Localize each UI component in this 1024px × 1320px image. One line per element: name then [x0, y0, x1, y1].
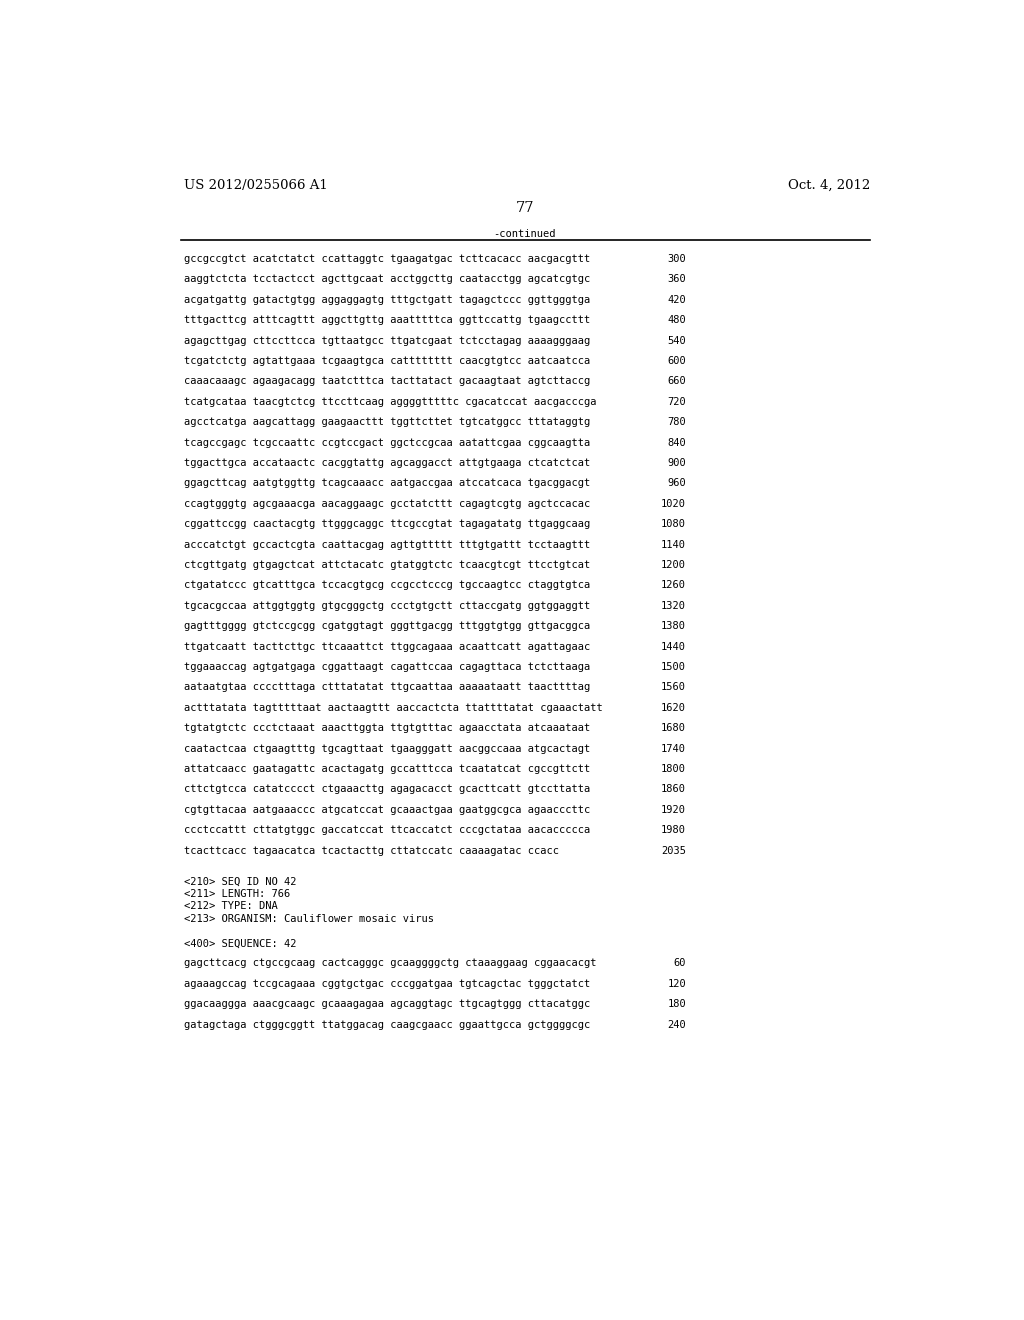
Text: 1200: 1200	[662, 560, 686, 570]
Text: 600: 600	[668, 356, 686, 366]
Text: US 2012/0255066 A1: US 2012/0255066 A1	[183, 180, 328, 193]
Text: 1380: 1380	[662, 622, 686, 631]
Text: 1980: 1980	[662, 825, 686, 836]
Text: <211> LENGTH: 766: <211> LENGTH: 766	[183, 890, 290, 899]
Text: 1500: 1500	[662, 663, 686, 672]
Text: 240: 240	[668, 1019, 686, 1030]
Text: 1440: 1440	[662, 642, 686, 652]
Text: ccagtgggtg agcgaaacga aacaggaagc gcctatcttt cagagtcgtg agctccacac: ccagtgggtg agcgaaacga aacaggaagc gcctatc…	[183, 499, 590, 508]
Text: 420: 420	[668, 294, 686, 305]
Text: ggagcttcag aatgtggttg tcagcaaacc aatgaccgaa atccatcaca tgacggacgt: ggagcttcag aatgtggttg tcagcaaacc aatgacc…	[183, 478, 590, 488]
Text: ttgatcaatt tacttcttgc ttcaaattct ttggcagaaa acaattcatt agattagaac: ttgatcaatt tacttcttgc ttcaaattct ttggcag…	[183, 642, 590, 652]
Text: -continued: -continued	[494, 230, 556, 239]
Text: <213> ORGANISM: Cauliflower mosaic virus: <213> ORGANISM: Cauliflower mosaic virus	[183, 913, 434, 924]
Text: caaacaaagc agaagacagg taatctttca tacttatact gacaagtaat agtcttaccg: caaacaaagc agaagacagg taatctttca tacttat…	[183, 376, 590, 387]
Text: tcagccgagc tcgccaattc ccgtccgact ggctccgcaa aatattcgaa cggcaagtta: tcagccgagc tcgccaattc ccgtccgact ggctccg…	[183, 437, 590, 447]
Text: <212> TYPE: DNA: <212> TYPE: DNA	[183, 902, 278, 911]
Text: ccctccattt cttatgtggc gaccatccat ttcaccatct cccgctataa aacaccccca: ccctccattt cttatgtggc gaccatccat ttcacca…	[183, 825, 590, 836]
Text: ctcgttgatg gtgagctcat attctacatc gtatggtctc tcaacgtcgt ttcctgtcat: ctcgttgatg gtgagctcat attctacatc gtatggt…	[183, 560, 590, 570]
Text: 720: 720	[668, 397, 686, 407]
Text: 1800: 1800	[662, 764, 686, 774]
Text: aaggtctcta tcctactcct agcttgcaat acctggcttg caatacctgg agcatcgtgc: aaggtctcta tcctactcct agcttgcaat acctggc…	[183, 275, 590, 284]
Text: 780: 780	[668, 417, 686, 428]
Text: 1140: 1140	[662, 540, 686, 549]
Text: 1620: 1620	[662, 702, 686, 713]
Text: cgtgttacaa aatgaaaccc atgcatccat gcaaactgaa gaatggcgca agaacccttc: cgtgttacaa aatgaaaccc atgcatccat gcaaact…	[183, 805, 590, 814]
Text: 300: 300	[668, 253, 686, 264]
Text: gccgccgtct acatctatct ccattaggtc tgaagatgac tcttcacacc aacgacgttt: gccgccgtct acatctatct ccattaggtc tgaagat…	[183, 253, 590, 264]
Text: 360: 360	[668, 275, 686, 284]
Text: 1260: 1260	[662, 581, 686, 590]
Text: gagcttcacg ctgccgcaag cactcagggc gcaaggggctg ctaaaggaag cggaacacgt: gagcttcacg ctgccgcaag cactcagggc gcaaggg…	[183, 958, 596, 969]
Text: ggacaaggga aaacgcaagc gcaaagagaa agcaggtagc ttgcagtggg cttacatggc: ggacaaggga aaacgcaagc gcaaagagaa agcaggt…	[183, 999, 590, 1010]
Text: gagtttgggg gtctccgcgg cgatggtagt gggttgacgg tttggtgtgg gttgacggca: gagtttgggg gtctccgcgg cgatggtagt gggttga…	[183, 622, 590, 631]
Text: attatcaacc gaatagattc acactagatg gccatttcca tcaatatcat cgccgttctt: attatcaacc gaatagattc acactagatg gccattt…	[183, 764, 590, 774]
Text: cggattccgg caactacgtg ttgggcaggc ttcgccgtat tagagatatg ttgaggcaag: cggattccgg caactacgtg ttgggcaggc ttcgccg…	[183, 519, 590, 529]
Text: 1560: 1560	[662, 682, 686, 693]
Text: <400> SEQUENCE: 42: <400> SEQUENCE: 42	[183, 939, 296, 948]
Text: cttctgtcca catatcccct ctgaaacttg agagacacct gcacttcatt gtccttatta: cttctgtcca catatcccct ctgaaacttg agagaca…	[183, 784, 590, 795]
Text: tttgacttcg atttcagttt aggcttgttg aaatttttca ggttccattg tgaagccttt: tttgacttcg atttcagttt aggcttgttg aaatttt…	[183, 315, 590, 325]
Text: caatactcaa ctgaagtttg tgcagttaat tgaagggatt aacggccaaa atgcactagt: caatactcaa ctgaagtttg tgcagttaat tgaaggg…	[183, 743, 590, 754]
Text: ctgatatccc gtcatttgca tccacgtgcg ccgcctcccg tgccaagtcc ctaggtgtca: ctgatatccc gtcatttgca tccacgtgcg ccgcctc…	[183, 581, 590, 590]
Text: 900: 900	[668, 458, 686, 467]
Text: 840: 840	[668, 437, 686, 447]
Text: 77: 77	[515, 201, 535, 215]
Text: tgtatgtctc ccctctaaat aaacttggta ttgtgtttac agaacctata atcaaataat: tgtatgtctc ccctctaaat aaacttggta ttgtgtt…	[183, 723, 590, 733]
Text: Oct. 4, 2012: Oct. 4, 2012	[788, 180, 870, 193]
Text: tggaaaccag agtgatgaga cggattaagt cagattccaa cagagttaca tctcttaaga: tggaaaccag agtgatgaga cggattaagt cagattc…	[183, 663, 590, 672]
Text: tcacttcacc tagaacatca tcactacttg cttatccatc caaaagatac ccacc: tcacttcacc tagaacatca tcactacttg cttatcc…	[183, 846, 559, 855]
Text: <210> SEQ ID NO 42: <210> SEQ ID NO 42	[183, 876, 296, 887]
Text: 660: 660	[668, 376, 686, 387]
Text: 120: 120	[668, 979, 686, 989]
Text: 1320: 1320	[662, 601, 686, 611]
Text: 1680: 1680	[662, 723, 686, 733]
Text: 1740: 1740	[662, 743, 686, 754]
Text: aataatgtaa cccctttaga ctttatatat ttgcaattaa aaaaataatt taacttttag: aataatgtaa cccctttaga ctttatatat ttgcaat…	[183, 682, 590, 693]
Text: agcctcatga aagcattagg gaagaacttt tggttcttet tgtcatggcc tttataggtg: agcctcatga aagcattagg gaagaacttt tggttct…	[183, 417, 590, 428]
Text: 1080: 1080	[662, 519, 686, 529]
Text: 960: 960	[668, 478, 686, 488]
Text: actttatata tagtttttaat aactaagttt aaccactcta ttattttatat cgaaactatt: actttatata tagtttttaat aactaagttt aaccac…	[183, 702, 602, 713]
Text: 60: 60	[674, 958, 686, 969]
Text: 2035: 2035	[662, 846, 686, 855]
Text: 180: 180	[668, 999, 686, 1010]
Text: 540: 540	[668, 335, 686, 346]
Text: tcatgcataa taacgtctcg ttccttcaag aggggtttttc cgacatccat aacgacccga: tcatgcataa taacgtctcg ttccttcaag aggggtt…	[183, 397, 596, 407]
Text: tgcacgccaa attggtggtg gtgcgggctg ccctgtgctt cttaccgatg ggtggaggtt: tgcacgccaa attggtggtg gtgcgggctg ccctgtg…	[183, 601, 590, 611]
Text: acccatctgt gccactcgta caattacgag agttgttttt tttgtgattt tcctaagttt: acccatctgt gccactcgta caattacgag agttgtt…	[183, 540, 590, 549]
Text: 1920: 1920	[662, 805, 686, 814]
Text: 1860: 1860	[662, 784, 686, 795]
Text: 480: 480	[668, 315, 686, 325]
Text: gatagctaga ctgggcggtt ttatggacag caagcgaacc ggaattgcca gctggggcgc: gatagctaga ctgggcggtt ttatggacag caagcga…	[183, 1019, 590, 1030]
Text: agaaagccag tccgcagaaa cggtgctgac cccggatgaa tgtcagctac tgggctatct: agaaagccag tccgcagaaa cggtgctgac cccggat…	[183, 979, 590, 989]
Text: agagcttgag cttccttcca tgttaatgcc ttgatcgaat tctcctagag aaaagggaag: agagcttgag cttccttcca tgttaatgcc ttgatcg…	[183, 335, 590, 346]
Text: tggacttgca accataactc cacggtattg agcaggacct attgtgaaga ctcatctcat: tggacttgca accataactc cacggtattg agcagga…	[183, 458, 590, 467]
Text: tcgatctctg agtattgaaa tcgaagtgca catttttttt caacgtgtcc aatcaatcca: tcgatctctg agtattgaaa tcgaagtgca cattttt…	[183, 356, 590, 366]
Text: acgatgattg gatactgtgg aggaggagtg tttgctgatt tagagctccc ggttgggtga: acgatgattg gatactgtgg aggaggagtg tttgctg…	[183, 294, 590, 305]
Text: 1020: 1020	[662, 499, 686, 508]
